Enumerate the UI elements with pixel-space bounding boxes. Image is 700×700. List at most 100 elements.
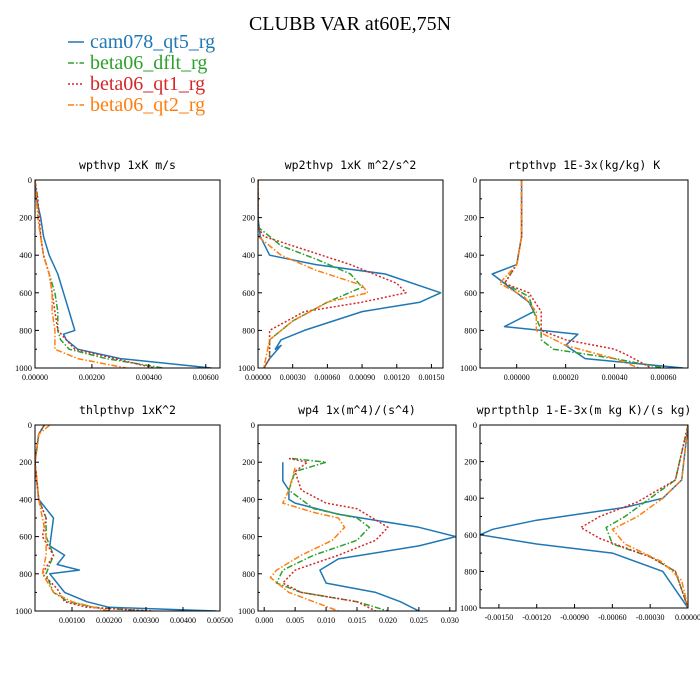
x-tick-label: 0.00500 [207,616,233,625]
y-tick-label: 400 [19,494,32,504]
y-tick-label: 200 [464,213,477,223]
y-tick-label: 1000 [15,363,32,373]
series-group [269,457,456,611]
y-tick-label: 1000 [238,363,255,373]
legend: cam078_qt5_rgbeta06_dflt_rgbeta06_qt1_rg… [68,31,215,116]
x-tick-label: 0.00120 [384,373,410,382]
x-tick-label: -0.00150 [485,613,514,622]
legend-label: beta06_dflt_rg [90,52,207,74]
x-tick-label: 0.00150 [418,373,444,382]
y-tick-label: 600 [19,532,32,542]
x-tick-label: 0.00040 [602,373,628,382]
y-tick-label: 800 [242,325,255,335]
y-tick-label: 600 [242,288,255,298]
series-line-beta06_dflt_rg [275,457,389,611]
x-tick-label: 0.00400 [170,616,196,625]
panel-2: wp2thvp 1xK m^2/s^2020040060080010000.00… [238,158,444,382]
panel-title: wp4 1x(m^4)/(s^4) [298,403,416,417]
y-tick-label: 200 [19,213,32,223]
y-tick-label: 1000 [460,603,477,613]
y-tick-label: 400 [464,493,477,503]
x-tick-label: -0.00120 [522,613,551,622]
x-tick-label: 0.00200 [79,373,105,382]
panel-title: rtpthvp 1E-3x(kg/kg) K [508,158,660,172]
series-line-cam078_qt5_rg [282,462,456,611]
y-tick-label: 600 [464,530,477,540]
y-tick-label: 0 [251,175,255,185]
x-tick-label: 0.00000 [22,373,48,382]
series-line-beta06_qt2_rg [611,425,688,608]
series-line-beta06_qt2_rg [498,180,640,368]
series-group [258,180,442,368]
x-tick-label: 0.00030 [280,373,306,382]
y-tick-label: 0 [28,420,32,430]
series-line-cam078_qt5_rg [258,180,442,368]
x-tick-label: 0.00060 [314,373,340,382]
x-tick-label: 0.015 [348,616,366,625]
y-tick-label: 0 [473,420,477,430]
x-tick-label: 0.000 [255,616,273,625]
y-tick-label: 800 [19,325,32,335]
x-tick-label: 0.00100 [59,616,85,625]
x-tick-label: 0.00400 [136,373,162,382]
y-tick-label: 200 [242,213,255,223]
x-tick-label: 0.00090 [349,373,375,382]
x-tick-label: -0.00090 [560,613,589,622]
y-tick-label: 400 [242,494,255,504]
x-tick-label: 0.00000 [675,613,700,622]
panel-title: wpthvp 1xK m/s [79,158,176,172]
y-tick-label: 600 [19,288,32,298]
series-group [35,425,217,611]
series-group [491,180,684,368]
series-line-cam078_qt5_rg [35,180,212,368]
legend-label: cam078_qt5_rg [90,31,215,53]
series-line-beta06_dflt_rg [503,180,664,368]
legend-label: beta06_qt1_rg [90,73,205,95]
series-line-beta06_dflt_rg [35,425,147,611]
y-tick-label: 1000 [460,363,477,373]
x-tick-label: 0.005 [286,616,304,625]
panel-title: wp2thvp 1xK m^2/s^2 [285,158,417,172]
y-tick-label: 600 [464,288,477,298]
y-tick-label: 1000 [15,606,32,616]
x-tick-label: 0.00200 [96,616,122,625]
panel-title: thlpthvp 1xK^2 [79,403,176,417]
x-tick-label: 0.00000 [504,373,530,382]
series-line-beta06_qt1_rg [258,180,407,368]
y-tick-label: 0 [251,420,255,430]
y-tick-label: 800 [464,325,477,335]
x-tick-label: -0.00060 [598,613,627,622]
y-tick-label: 200 [242,457,255,467]
y-tick-label: 0 [473,175,477,185]
y-tick-label: 1000 [238,606,255,616]
x-tick-label: 0.00020 [553,373,579,382]
series-line-beta06_dflt_rg [605,425,688,608]
series-group [480,425,688,608]
series-line-beta06_qt2_rg [258,180,369,368]
legend-label: beta06_qt2_rg [90,94,205,116]
series-line-beta06_qt1_rg [282,457,389,611]
y-tick-label: 200 [464,457,477,467]
panel-3: rtpthvp 1E-3x(kg/kg) K 0 200 400 600 800 1000 0… [460,158,689,382]
x-tick-label: 0.020 [379,616,397,625]
y-tick-label: 600 [242,532,255,542]
panel-6: wprtpthlp 1-E-3x(m kg K)/(s kg)0 200 400 60… [460,403,700,622]
y-tick-label: 800 [19,569,32,579]
series-group [35,180,212,368]
y-tick-label: 800 [242,569,255,579]
series-line-beta06_qt1_rg [503,180,652,368]
figure-title: CLUBB VAR at60E,75N [249,13,451,35]
x-tick-label: 0.030 [441,616,459,625]
series-line-beta06_qt2_rg [35,180,127,368]
x-tick-label: 0.00060 [651,373,677,382]
x-tick-label: 0.00000 [245,373,271,382]
y-tick-label: 800 [464,566,477,576]
series-line-beta06_qt1_rg [35,180,155,368]
series-line-beta06_qt2_rg [269,467,346,611]
panel-4: thlpthvp 1xK^2 0 200 400 600 800 1000 0.00100 0.… [15,403,233,625]
panel-title: wprtpthlp 1-E-3x(m kg K)/(s kg) [477,403,692,417]
